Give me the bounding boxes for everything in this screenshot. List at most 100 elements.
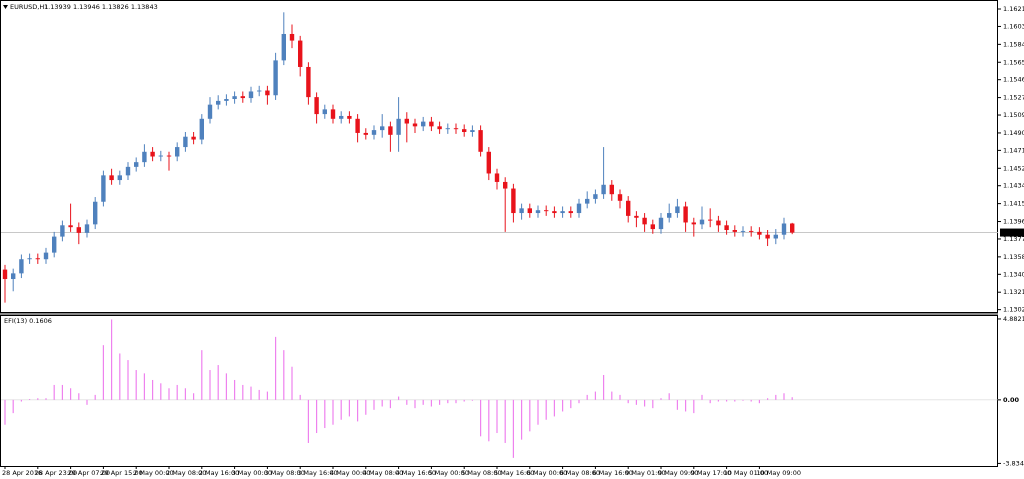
efi-bar bbox=[611, 391, 613, 400]
efi-bar bbox=[283, 350, 285, 400]
candle-body bbox=[781, 223, 787, 235]
candle-body bbox=[634, 215, 639, 218]
x-tick-label: 28 Apr 2016 bbox=[2, 469, 42, 477]
x-tick-label: 4 May 16:00 bbox=[396, 469, 436, 477]
candle-body bbox=[445, 128, 450, 130]
efi-bar bbox=[316, 399, 318, 434]
efi-bar bbox=[291, 366, 293, 400]
efi-bar bbox=[496, 399, 498, 434]
x-tick-label: 2 May 08:00 bbox=[166, 469, 206, 477]
candle-body bbox=[175, 147, 180, 157]
candle-body bbox=[183, 136, 188, 148]
candle-body bbox=[142, 151, 147, 163]
candle-body bbox=[437, 126, 442, 130]
candle-body bbox=[658, 217, 664, 230]
efi-bar bbox=[12, 399, 14, 414]
candle-body bbox=[93, 201, 98, 225]
y-tick-label: -3.8342 bbox=[1003, 459, 1024, 467]
candle-body bbox=[84, 224, 90, 233]
candle-body bbox=[166, 155, 172, 157]
candle-body bbox=[503, 181, 508, 189]
y-tick-label: 1.15650 bbox=[1003, 58, 1024, 66]
efi-bar bbox=[348, 399, 350, 417]
x-tick-label: 6 May 08:00 bbox=[560, 469, 600, 477]
efi-bar bbox=[414, 399, 416, 409]
efi-bar bbox=[94, 394, 96, 400]
efi-bar bbox=[488, 399, 490, 442]
candle-body bbox=[371, 130, 377, 135]
efi-bar bbox=[324, 399, 326, 429]
candle-body bbox=[757, 231, 762, 235]
x-tick-label: 10 May 09:00 bbox=[756, 469, 801, 477]
efi-bar bbox=[742, 399, 744, 401]
candle-body bbox=[232, 96, 237, 100]
efi-bar bbox=[152, 379, 154, 400]
candle-body bbox=[380, 126, 385, 131]
candle-body bbox=[404, 118, 409, 124]
candle-body bbox=[560, 211, 565, 214]
candle-body bbox=[790, 223, 795, 233]
efi-bar bbox=[537, 399, 539, 425]
candle-body bbox=[52, 236, 57, 253]
efi-bar bbox=[750, 399, 752, 402]
y-tick-label: 1.15090 bbox=[1003, 111, 1024, 119]
candle-body bbox=[322, 109, 327, 115]
y-tick-label: 4.8821 bbox=[1003, 315, 1024, 323]
price-panel bbox=[0, 0, 998, 313]
candle-body bbox=[626, 200, 631, 216]
candle-body bbox=[642, 217, 647, 225]
y-tick-label: 1.16215 bbox=[1003, 5, 1024, 13]
y-tick-label: 1.13025 bbox=[1003, 306, 1024, 314]
x-tick-label: 29 Apr 15:00 bbox=[100, 469, 142, 477]
efi-bar bbox=[299, 394, 301, 400]
candle-body bbox=[281, 33, 286, 61]
efi-bar bbox=[193, 393, 195, 400]
candle-body bbox=[412, 123, 418, 127]
menu-arrow[interactable] bbox=[3, 5, 8, 9]
candle-body bbox=[248, 91, 254, 99]
x-tick-label: 5 May 08:00 bbox=[461, 469, 501, 477]
candle-body bbox=[568, 211, 573, 214]
efi-bar bbox=[693, 399, 695, 414]
efi-bar bbox=[398, 396, 400, 400]
efi-bar bbox=[4, 399, 6, 425]
efi-bar bbox=[160, 383, 162, 400]
candle-body bbox=[117, 175, 122, 181]
candle-body bbox=[593, 194, 598, 199]
candle-body bbox=[585, 198, 590, 204]
efi-bar bbox=[668, 393, 670, 400]
x-tick-label: 2 May 16:00 bbox=[199, 469, 239, 477]
candle-body bbox=[158, 155, 163, 157]
candle-body bbox=[486, 151, 491, 174]
efi-bar bbox=[652, 399, 654, 409]
efi-bar bbox=[119, 353, 121, 400]
efi-bar bbox=[758, 399, 760, 404]
candle-body bbox=[691, 222, 696, 225]
candle-body bbox=[347, 115, 352, 119]
x-tick-label: 5 May 00:00 bbox=[428, 469, 468, 477]
candle-body bbox=[330, 109, 336, 119]
candle-body bbox=[773, 234, 778, 239]
y-tick-label: 1.14525 bbox=[1003, 164, 1024, 172]
candle-body bbox=[240, 96, 245, 99]
efi-bar bbox=[86, 399, 88, 405]
candle-body bbox=[134, 162, 139, 167]
efi-bar bbox=[61, 384, 63, 400]
y-tick-label: 1.14150 bbox=[1003, 200, 1024, 208]
y-tick-label: 1.13210 bbox=[1003, 288, 1024, 296]
efi-bar bbox=[447, 399, 449, 404]
efi-bar bbox=[266, 391, 268, 400]
candle-body bbox=[35, 258, 40, 260]
efi-bar bbox=[45, 398, 47, 400]
efi-bar bbox=[685, 399, 687, 412]
efi-bar bbox=[37, 398, 39, 400]
candle-body bbox=[60, 225, 65, 237]
current-price-label: 1.13843 bbox=[1002, 229, 1024, 237]
x-tick-label: 6 May 16:00 bbox=[592, 469, 632, 477]
candle-body bbox=[363, 132, 368, 135]
efi-bar bbox=[381, 399, 383, 407]
y-tick-label: 0.00 bbox=[1003, 396, 1020, 404]
efi-bar bbox=[521, 399, 523, 440]
efi-bar bbox=[102, 345, 104, 400]
x-tick-label: 9 May 17:00 bbox=[691, 469, 731, 477]
